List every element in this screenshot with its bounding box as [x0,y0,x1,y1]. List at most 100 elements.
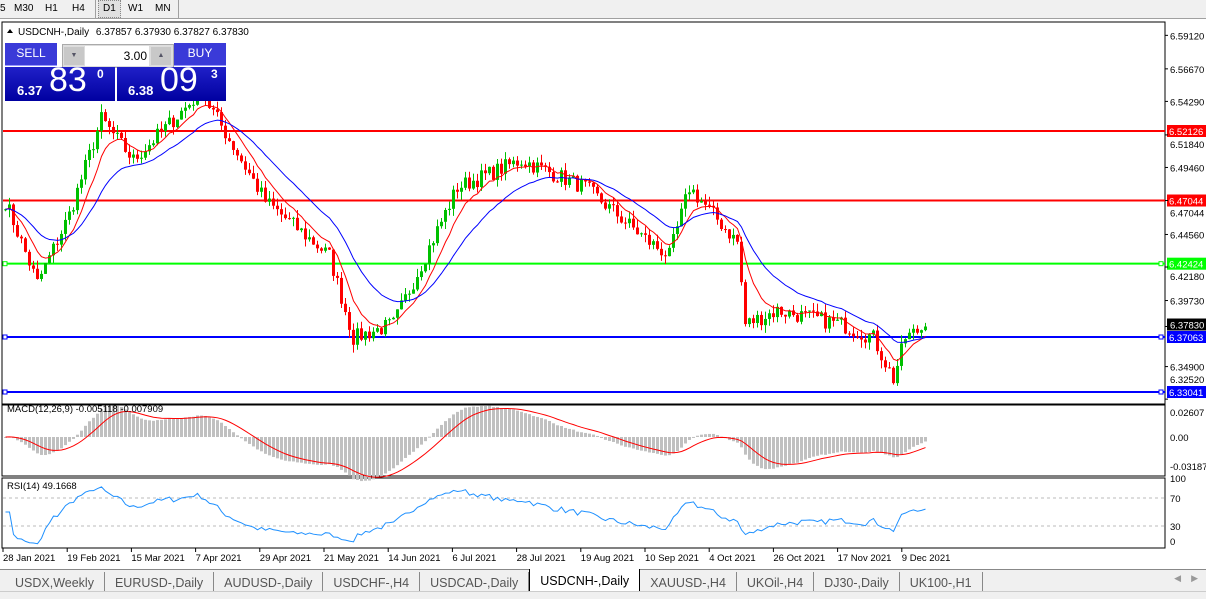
sell-button[interactable]: SELL [5,43,57,66]
increase-lot-icon[interactable]: ▲ [151,47,171,65]
date-axis-label: 9 Dec 2021 [902,553,951,564]
tab-usdchf-h4[interactable]: USDCHF-,H4 [323,572,421,594]
candle [736,234,739,242]
macd-bar [820,437,823,455]
candle [692,189,695,193]
collapse-triangle-icon[interactable] [7,29,13,33]
macd-bar [404,437,407,458]
timeframe-m30[interactable]: M30 [14,3,34,14]
price-tag-label: 6.42424 [1169,260,1203,271]
divider [95,0,96,18]
macd-bar [452,414,455,437]
tab-dj30-daily[interactable]: DJ30-,Daily [814,572,900,594]
macd-bar [472,406,475,437]
tab-eurusd-daily[interactable]: EURUSD-,Daily [105,572,215,594]
tab-usdcad-daily[interactable]: USDCAD-,Daily [420,572,530,594]
timeframe-d1[interactable]: D1 [98,0,121,18]
macd-bar [780,437,783,467]
timeframe-h1[interactable]: H1 [45,3,58,14]
candle [608,204,611,209]
macd-bar [824,437,827,455]
tab-xauusd-h4[interactable]: XAUUSD-,H4 [640,572,737,594]
line-handle[interactable] [2,334,8,340]
candle [400,300,403,310]
candle [620,216,623,223]
candle [88,149,91,160]
macd-bar [616,437,619,444]
lot-size-stepper[interactable]: ▼ 3.00 ▲ [62,44,174,68]
candle [8,204,11,210]
buy-button[interactable]: BUY [174,43,226,66]
macd-bar [924,437,927,442]
lot-size-input[interactable]: 3.00 [85,46,149,66]
macd-bar [704,434,707,437]
tab-ukoil-h4[interactable]: UKOil-,H4 [737,572,815,594]
macd-bar [292,437,295,462]
rsi-axis-label: 30 [1170,522,1181,533]
tab-audusd-daily[interactable]: AUDUSD-,Daily [214,572,324,594]
timeframe-mn[interactable]: MN [155,3,171,14]
candle [256,178,259,192]
candle [64,219,67,234]
macd-bar [888,437,891,456]
line-handle[interactable] [1158,334,1164,340]
chart-area[interactable]: 6.52126 6.47044 6.42424 6.37063 6.33041 6.378… [0,18,1206,569]
macd-bar [488,405,491,437]
macd-bar [884,437,887,455]
tab-usdcnh-daily[interactable]: USDCNH-,Daily [529,569,641,593]
candle [72,210,75,212]
line-handle[interactable] [2,389,8,395]
macd-bar [160,419,163,437]
candle [300,228,303,231]
macd-bar [188,416,191,437]
candle [180,110,183,120]
timeframe-w1[interactable]: W1 [128,3,143,14]
candle [480,170,483,188]
macd-bar [840,437,843,452]
line-handle[interactable] [2,261,8,267]
candle [228,138,231,142]
sell-price[interactable]: 6.37 83 0 [5,61,115,101]
candle [560,170,563,182]
macd-bar [416,437,419,449]
tab-scroll-arrows-icon[interactable]: ◀ ▶ [1174,573,1198,583]
candle [192,104,195,106]
rsi-title: RSI(14) 49.1668 [7,481,77,492]
candle [136,154,139,159]
macd-bar [356,437,359,480]
price-tag [1167,194,1206,207]
macd-bar [184,417,187,437]
candle [84,159,87,180]
macd-bar [904,437,907,453]
line-handle[interactable] [1158,389,1164,395]
candle [812,310,815,312]
candle [792,310,795,316]
macd-bar [436,428,439,437]
macd-bar [56,437,59,451]
candle [572,175,575,178]
candle [516,160,519,166]
decrease-lot-icon[interactable]: ▼ [64,47,84,65]
macd-bar [148,420,151,437]
tab-uk100-h1[interactable]: UK100-,H1 [900,572,983,594]
candle [644,233,647,235]
macd-bar [660,437,663,455]
timeframe-5[interactable]: 5 [0,3,6,14]
macd-bar [52,437,55,453]
candle [592,182,595,187]
macd-bar [908,437,911,450]
buy-price[interactable]: 6.38 09 3 [117,61,226,101]
line-handle[interactable] [1158,261,1164,267]
rsi-pane[interactable] [1,477,1166,549]
tab-usdx-weekly[interactable]: USDX,Weekly [5,572,105,594]
candle [112,126,115,134]
candle [668,247,671,257]
macd-bar [128,412,131,437]
timeframe-h4[interactable]: H4 [72,3,85,14]
macd-bar [844,437,847,452]
macd-bar [136,416,139,437]
candle [4,209,7,211]
candle [640,233,643,235]
macd-pane[interactable] [1,404,1166,477]
candle [868,334,871,343]
